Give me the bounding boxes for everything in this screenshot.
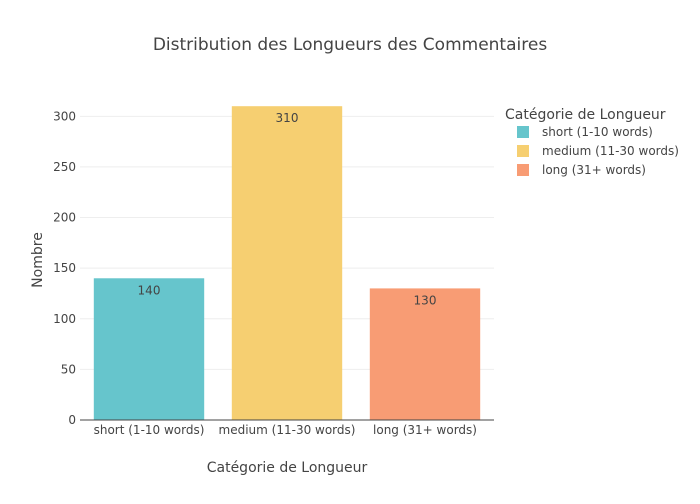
bar[interactable]: [93, 278, 205, 420]
legend-title: Catégorie de Longueur: [505, 107, 666, 123]
legend-label[interactable]: short (1-10 words): [542, 125, 653, 139]
legend-swatch[interactable]: [517, 164, 529, 176]
bar-value-label: 310: [276, 111, 299, 125]
y-tick-label: 0: [68, 413, 76, 427]
bar-value-labels: 140 310 130: [138, 111, 437, 307]
bar[interactable]: [369, 288, 481, 420]
legend-swatch[interactable]: [517, 126, 529, 138]
legend-label[interactable]: medium (11-30 words): [542, 144, 679, 158]
x-tick-label: long (31+ words): [373, 423, 477, 437]
x-tick-label: short (1-10 words): [94, 423, 205, 437]
bar-value-label: 140: [138, 283, 161, 297]
bar[interactable]: [231, 106, 343, 420]
x-axis-ticks: short (1-10 words) medium (11-30 words) lo…: [94, 423, 477, 437]
legend-swatch[interactable]: [517, 145, 529, 157]
y-tick-label: 100: [53, 312, 76, 326]
legend-label[interactable]: long (31+ words): [542, 163, 646, 177]
x-axis-title: Catégorie de Longueur: [207, 460, 368, 476]
y-tick-label: 150: [53, 261, 76, 275]
bar-value-label: 130: [414, 293, 437, 307]
y-tick-label: 300: [53, 109, 76, 123]
chart-title: Distribution des Longueurs des Commentai…: [153, 35, 548, 55]
x-tick-label: medium (11-30 words): [219, 423, 356, 437]
y-tick-label: 250: [53, 160, 76, 174]
y-axis-title: Nombre: [30, 232, 46, 288]
bars: [93, 106, 481, 420]
y-tick-label: 200: [53, 211, 76, 225]
legend: short (1-10 words) medium (11-30 words) lo…: [517, 125, 679, 177]
y-axis-ticks: 0 50 100 150 200 250 300: [53, 109, 76, 427]
y-tick-label: 50: [61, 362, 76, 376]
